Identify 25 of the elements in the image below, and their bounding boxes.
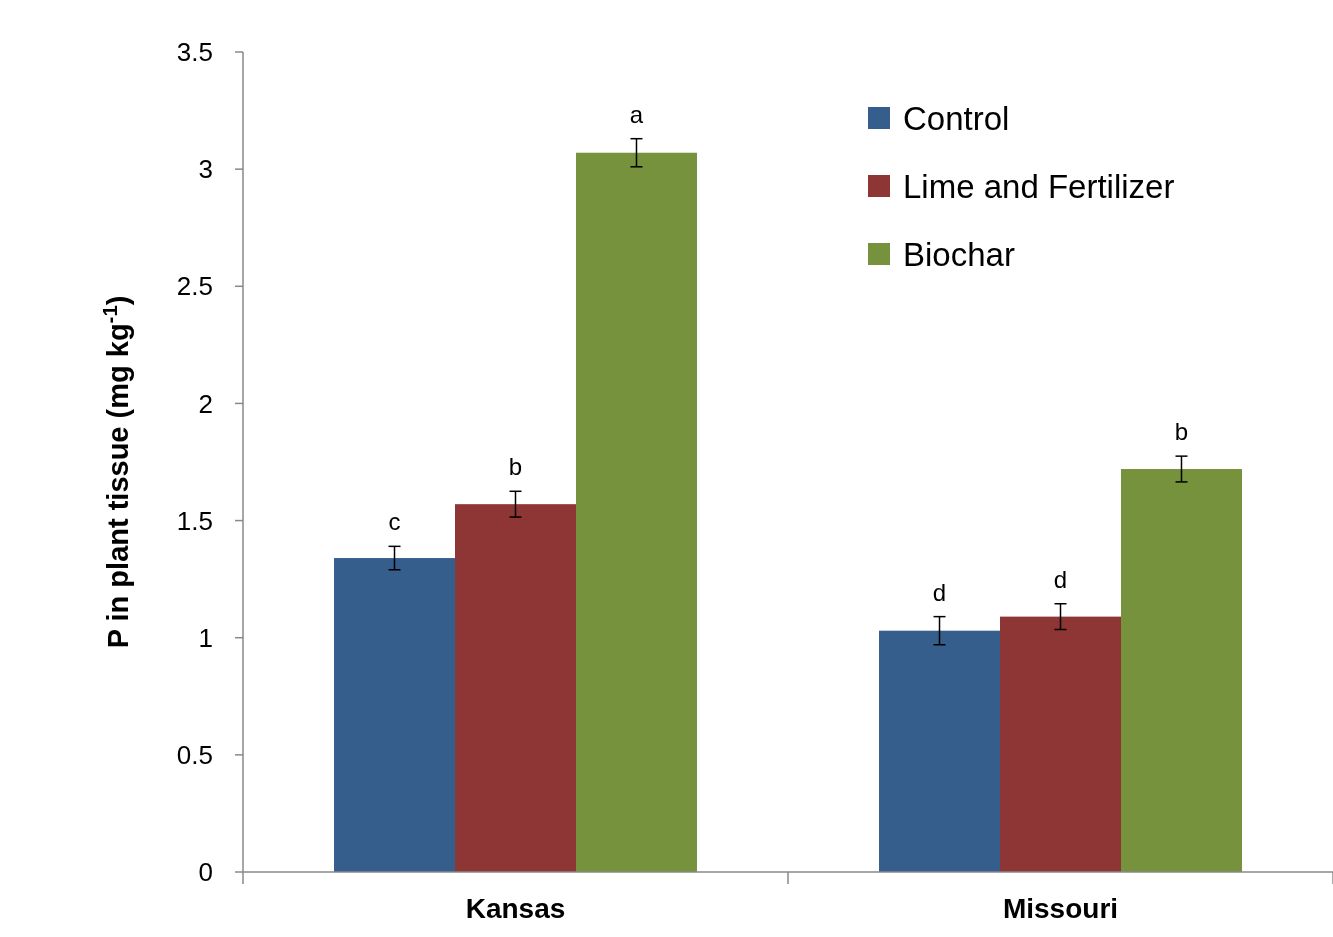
legend-label: Control	[903, 99, 1010, 137]
annotation: d	[1053, 565, 1068, 593]
bar	[879, 630, 1001, 872]
y-tick-label: 3.5	[176, 37, 213, 68]
annotation: d	[932, 578, 947, 606]
y-tick-label: 3	[198, 154, 213, 185]
y-tick-label: 1.5	[176, 505, 213, 536]
y-tick-label: 2.5	[176, 271, 213, 302]
legend-label: Lime and Fertilizer	[903, 167, 1175, 205]
y-tick-label: 0	[198, 857, 213, 888]
y-tick-label: 2	[198, 388, 213, 419]
y-tick-label: 1	[198, 622, 213, 653]
legend-label: Biochar	[903, 235, 1015, 273]
bar	[1120, 469, 1242, 872]
annotation: a	[629, 100, 644, 128]
annotation: c	[388, 508, 401, 536]
bar	[455, 504, 576, 872]
x-tick-label: Kansas	[465, 893, 566, 924]
bar	[334, 558, 456, 872]
y-tick-label: 0.5	[176, 739, 213, 770]
bar	[576, 152, 697, 872]
bar	[1000, 616, 1121, 872]
x-tick-label: Missouri	[1002, 893, 1119, 924]
annotation: b	[1174, 418, 1189, 446]
annotation: b	[508, 453, 523, 481]
